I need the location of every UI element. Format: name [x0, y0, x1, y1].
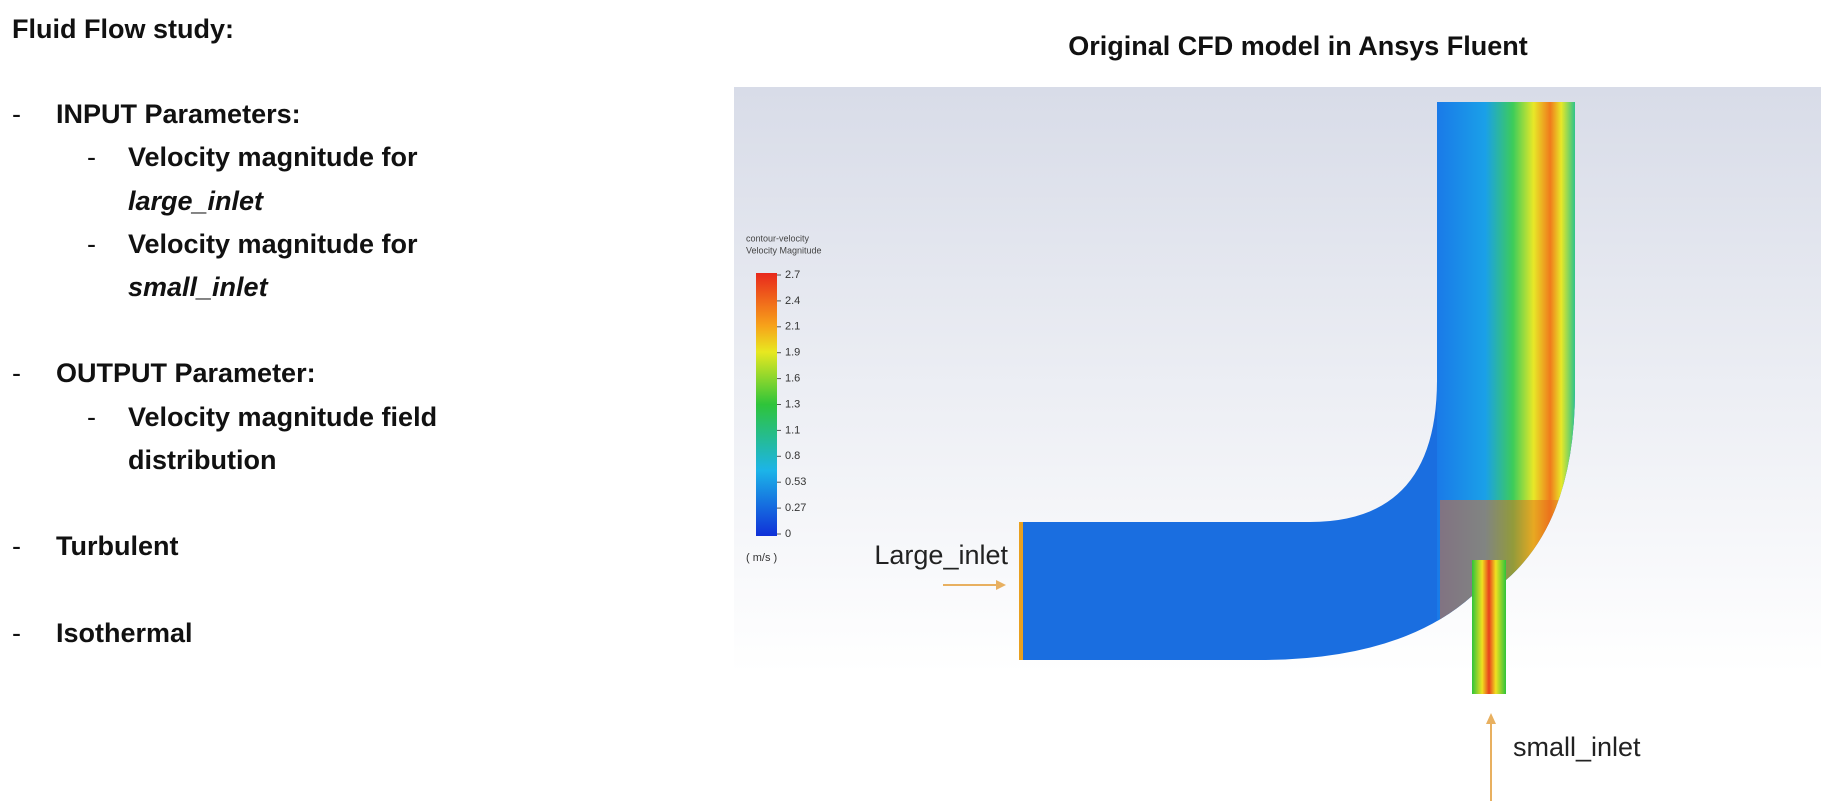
arrowhead — [1486, 713, 1496, 724]
sub-item: Velocity magnitude field — [128, 402, 437, 432]
sub-item-emphasis: small_inlet — [128, 272, 269, 302]
dash: - — [87, 402, 96, 432]
colorbar-tick-label: 2.7 — [785, 269, 800, 281]
dash: - — [12, 531, 21, 561]
arrowhead — [996, 580, 1006, 590]
colorbar-tick-label: 1.3 — [785, 398, 800, 410]
colorbar-tick-label: 0.27 — [785, 502, 806, 514]
panel-title: Original CFD model in Ansys Fluent — [1068, 31, 1528, 61]
colorbar-tick-label: 1.9 — [785, 347, 800, 359]
colorbar — [756, 273, 777, 536]
dash: - — [12, 358, 21, 388]
sub-item: Velocity magnitude for — [128, 142, 418, 172]
sub-item-emphasis: distribution — [128, 445, 276, 475]
annotation: Large_inlet — [874, 540, 1008, 570]
colorbar-tick-label: 0 — [785, 528, 791, 540]
list-item: OUTPUT Parameter: — [56, 358, 316, 388]
sub-item: Velocity magnitude for — [128, 229, 418, 259]
dash: - — [87, 142, 96, 172]
colorbar-tick-label: 2.4 — [785, 295, 800, 307]
sub-item-emphasis: large_inlet — [128, 186, 264, 216]
colorbar-title-line: contour-velocity — [746, 233, 810, 243]
colorbar-tick-label: 2.1 — [785, 321, 800, 333]
colorbar-ticks: 2.7 2.4 2.1 1.9 1.6 1.3 1.1 0.8 0.53 0.27 0 — [777, 269, 806, 540]
dash: - — [12, 618, 21, 648]
heading: Fluid Flow study: — [12, 14, 234, 44]
list-item: Isothermal — [56, 618, 193, 648]
colorbar-title: contour-velocity Velocity Magnitude — [746, 233, 822, 255]
colorbar-title-line: Velocity Magnitude — [746, 245, 822, 255]
annotation: small_inlet — [1513, 732, 1641, 762]
list-item: INPUT Parameters: — [56, 99, 301, 129]
colorbar-tick-label: 1.1 — [785, 424, 800, 436]
colorbar-tick-label: 0.8 — [785, 450, 800, 462]
colorbar-tick-label: 1.6 — [785, 373, 800, 385]
bullet-list: - INPUT Parameters: - Velocity magnitude fo… — [12, 99, 437, 648]
colorbar-tick-label: 0.53 — [785, 476, 806, 488]
list-item: Turbulent — [56, 531, 178, 561]
dash: - — [12, 99, 21, 129]
dash: - — [87, 229, 96, 259]
colorbar-unit: ( m/s ) — [746, 552, 777, 564]
